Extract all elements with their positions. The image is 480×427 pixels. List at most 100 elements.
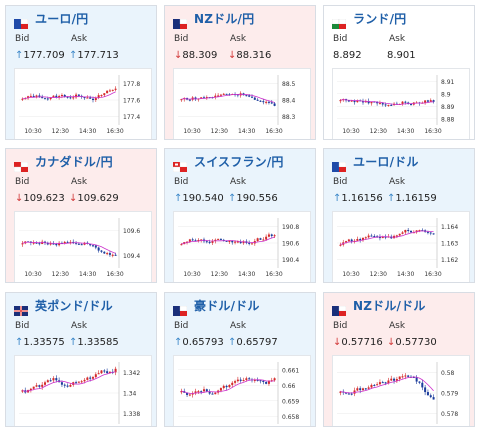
candle (256, 379, 259, 381)
bid-price: 88.309 (182, 50, 218, 61)
candle (55, 378, 58, 381)
y-tick-label: 1.164 (441, 224, 458, 231)
candle (211, 393, 214, 395)
candle (387, 104, 390, 106)
rate-card[interactable]: 英ポンド/ドル Bid Ask ↑1.33575 ↑1.33585 1.342 1.34 1.… (5, 292, 157, 427)
candle (43, 98, 47, 100)
rate-card[interactable]: NZドル/ドル Bid Ask ↓0.57716 ↓0.57730 0.58 0.579 0.… (323, 292, 475, 427)
y-tick-label: 177.6 (123, 98, 140, 105)
ask-value: ↑177.713 (69, 50, 119, 61)
ask-label: Ask (71, 321, 88, 331)
candle (58, 96, 61, 98)
currency-pair-title[interactable]: NZドル/円 (194, 12, 255, 26)
arrow-down-icon: ↓ (228, 50, 237, 61)
price-chart[interactable]: 88.5 88.4 88.3 10:30 12:30 14:30 16:30 (173, 68, 311, 139)
candle (103, 370, 106, 372)
currency-pair-title[interactable]: ランド/円 (353, 12, 407, 26)
x-tick-label: 10:30 (24, 128, 41, 135)
rate-card[interactable]: スイスフラン/円 Bid Ask ↑190.540 ↑190.556 190.8 190.6… (164, 148, 316, 283)
rate-card[interactable]: カナダドル/円 Bid Ask ↓109.623 ↓109.629 109.6 109.4 1… (5, 148, 157, 283)
arrow-down-icon: ↓ (174, 50, 183, 61)
y-tick-label: 177.8 (123, 81, 140, 88)
currency-pair-title[interactable]: 英ポンド/ドル (35, 299, 113, 313)
y-tick-label: 190.6 (282, 241, 299, 248)
candle (395, 379, 398, 381)
arrow-down-icon: ↓ (69, 193, 78, 204)
candle (38, 95, 41, 97)
candle (217, 238, 220, 240)
price-chart[interactable]: 1.164 1.163 1.162 10:30 12:30 14:30 16:30 (332, 211, 470, 282)
candle (35, 385, 38, 387)
price-chart[interactable]: 109.6 109.4 10:30 12:30 14:30 16:30 (14, 211, 152, 282)
candle (401, 232, 404, 234)
candle (222, 385, 225, 389)
candle (248, 95, 251, 97)
arrow-down-icon: ↓ (15, 193, 24, 204)
bid-value: ↑0.65793 (174, 337, 224, 348)
price-chart[interactable]: 1.342 1.34 1.338 (14, 355, 152, 426)
candle (43, 382, 47, 385)
price-chart[interactable]: 0.661 0.66 0.659 0.658 (173, 355, 311, 426)
rate-card[interactable]: ランド/円 Bid Ask 8.892 8.901 8.91 8.9 8.89 8.88 10:3… (323, 5, 475, 140)
candle (69, 241, 72, 243)
candlestick-chart: 88.5 88.4 88.3 10:30 12:30 14:30 16:30 (178, 75, 296, 135)
price-chart[interactable]: 8.91 8.9 8.89 8.88 10:30 12:30 14:30 16:30 (332, 68, 470, 139)
price-chart[interactable]: 177.8 177.6 177.4 10:30 12:30 14:30 16:30 (14, 68, 152, 139)
arrow-up-icon: ↑ (333, 193, 342, 204)
rate-card[interactable]: NZドル/円 Bid Ask ↓88.309 ↓88.316 88.5 88.4 88.3 10… (164, 5, 316, 140)
moving-average-line (181, 93, 275, 103)
candle (29, 388, 32, 391)
candle (421, 382, 424, 388)
currency-pair-title[interactable]: NZドル/ドル (353, 299, 426, 313)
currency-pair-title[interactable]: 豪ドル/ドル (194, 299, 260, 313)
ask-label: Ask (389, 177, 406, 187)
rate-card[interactable]: ユーロ/円 Bid Ask ↑177.709 ↑177.713 177.8 177.6 177… (5, 5, 157, 140)
candle (236, 94, 239, 96)
y-tick-label: 0.661 (282, 367, 299, 374)
candlestick-chart: 177.8 177.6 177.4 10:30 12:30 14:30 16:30 (19, 75, 140, 135)
candle (21, 390, 24, 392)
arrow-up-icon: ↑ (387, 193, 396, 204)
candlestick-chart: 8.91 8.9 8.89 8.88 10:30 12:30 14:30 16:30 (337, 75, 455, 135)
bid-value: ↓0.57716 (333, 337, 383, 348)
candle (103, 251, 106, 254)
candlestick-chart: 0.58 0.579 0.578 (337, 362, 458, 424)
price-chart[interactable]: 190.8 190.6 190.4 10:30 12:30 14:30 16:30 (173, 211, 311, 282)
candle (32, 242, 35, 244)
ask-label: Ask (389, 321, 406, 331)
bid-price: 1.33575 (23, 337, 65, 348)
candle (35, 95, 38, 98)
candle (94, 374, 97, 378)
candle (222, 93, 225, 95)
currency-pair-title[interactable]: スイスフラン/円 (194, 155, 284, 169)
candle (407, 375, 410, 377)
candle (401, 376, 404, 378)
x-tick-label: 14:30 (79, 128, 96, 135)
y-tick-label: 0.659 (282, 398, 299, 405)
y-tick-label: 1.162 (441, 257, 458, 264)
candle (367, 100, 370, 104)
bid-label: Bid (333, 34, 348, 44)
candle (188, 239, 191, 242)
flag-icon (332, 301, 347, 316)
candle (217, 95, 220, 97)
y-tick-label: 177.4 (123, 114, 140, 121)
candlestick-chart: 0.661 0.66 0.659 0.658 (178, 362, 299, 424)
currency-pair-title[interactable]: カナダドル/円 (35, 155, 113, 169)
candle (259, 380, 262, 382)
candle (231, 382, 234, 385)
rate-card[interactable]: 豪ドル/ドル Bid Ask ↑0.65793 ↑0.65797 0.661 0.66 0.6… (164, 292, 316, 427)
candle (225, 385, 228, 388)
candle (72, 97, 75, 99)
currency-pair-title[interactable]: ユーロ/ドル (353, 155, 419, 169)
candle (361, 101, 365, 103)
candle (100, 370, 103, 374)
candle (259, 238, 262, 240)
candle (248, 242, 251, 244)
arrow-up-icon: ↑ (228, 193, 237, 204)
candle (376, 384, 379, 386)
rate-card[interactable]: ユーロ/ドル Bid Ask ↑1.16156 ↑1.16159 1.164 1.163 1.… (323, 148, 475, 283)
currency-pair-title[interactable]: ユーロ/円 (35, 12, 89, 26)
price-chart[interactable]: 0.58 0.579 0.578 (332, 355, 470, 426)
candle (32, 95, 35, 98)
